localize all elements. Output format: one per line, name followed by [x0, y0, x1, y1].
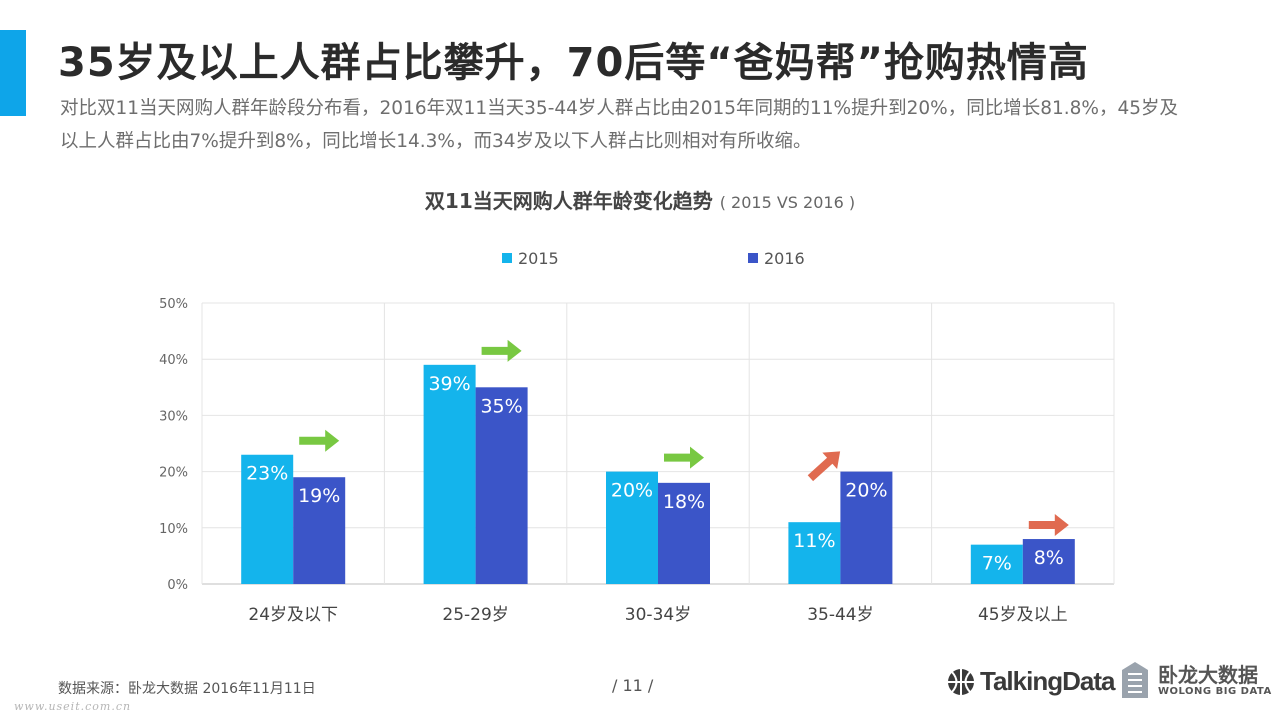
arrow-right-icon: [481, 339, 522, 362]
arrow-up-right-icon-shape: [807, 451, 841, 482]
arrow-right-icon-shape: [299, 429, 340, 452]
accent-bar: [0, 30, 26, 116]
data-label-2016-0: 19%: [298, 485, 340, 507]
bar-2015-2: [606, 471, 658, 584]
bar-2016-1: [475, 387, 528, 584]
page-title: 35岁及以上人群占比攀升，70后等“爸妈帮”抢购热情高: [58, 40, 1089, 86]
building-icon: [1122, 662, 1148, 698]
chart-title: 双11当天网购人群年龄变化趋势: [424, 189, 713, 213]
wolong-logo-cn: 卧龙大数据: [1158, 662, 1258, 687]
arrow-right-icon: [299, 429, 340, 452]
data-label-2016-4: 8%: [1034, 547, 1064, 569]
data-label-2015-3: 11%: [793, 530, 835, 552]
bar-2016-2: [658, 482, 710, 584]
watermark: www.useit.com.cn: [14, 700, 132, 713]
wolong-logo-en: WOLONG BIG DATA: [1158, 685, 1272, 697]
data-label-2015-0: 23%: [246, 463, 288, 485]
legend-label-2015: 2015: [518, 249, 559, 268]
arrow-right-icon-shape: [664, 446, 704, 469]
page-subtitle: 对比双11当天网购人群年龄段分布看，2016年双11当天35-44岁人群占比由2…: [60, 98, 1179, 152]
bar-2015-0: [241, 454, 294, 584]
y-tick-label: 50%: [159, 297, 188, 312]
legend-swatch-2015: [502, 253, 512, 263]
arrow-up-right-icon: [807, 451, 841, 482]
x-tick-label: 30-34岁: [625, 605, 691, 625]
chart-title-suffix: ( 2015 VS 2016 ): [719, 193, 856, 212]
y-tick-label: 10%: [159, 522, 188, 537]
data-label-2016-1: 35%: [480, 395, 522, 417]
arrow-right-icon: [664, 446, 704, 469]
data-label-2016-3: 20%: [845, 480, 887, 502]
y-tick-label: 0%: [167, 578, 188, 593]
bar-2016-4: [1022, 539, 1075, 584]
talkingdata-logo: TalkingData: [946, 666, 1115, 697]
bar-2016-3: [840, 471, 893, 584]
data-label-2015-4: 7%: [982, 553, 1012, 575]
legend-label-2016: 2016: [764, 249, 805, 268]
x-tick-label: 45岁及以上: [978, 605, 1068, 625]
y-tick-label: 30%: [159, 409, 188, 424]
y-tick-label: 40%: [159, 353, 188, 368]
arrow-right-icon-shape: [481, 339, 522, 362]
legend-swatch-2016: [748, 253, 758, 263]
wolong-logo: 卧龙大数据 WOLONG BIG DATA: [1118, 660, 1272, 700]
data-source: 数据来源：卧龙大数据 2016年11月11日: [58, 681, 316, 697]
x-tick-label: 24岁及以下: [248, 605, 338, 625]
bar-2015-3: [788, 522, 841, 584]
x-tick-label: 25-29岁: [442, 605, 508, 625]
arrow-right-icon-shape: [1028, 514, 1069, 537]
bar-2016-0: [293, 477, 346, 584]
data-label-2015-1: 39%: [428, 373, 470, 395]
basketball-icon: [948, 668, 974, 695]
chart-title-wrap: 双11当天网购人群年龄变化趋势 ( 2015 VS 2016 ): [0, 185, 1280, 214]
talkingdata-logo-text: TalkingData: [980, 666, 1115, 696]
x-tick-label: 35-44岁: [807, 605, 873, 625]
data-label-2015-2: 20%: [611, 480, 653, 502]
arrow-right-icon: [1028, 514, 1069, 537]
bar-2015-4: [970, 544, 1023, 584]
data-label-2016-2: 18%: [663, 491, 705, 513]
page-number: / 11 /: [612, 676, 654, 695]
bar-2015-1: [423, 364, 476, 584]
y-tick-label: 20%: [159, 466, 188, 481]
